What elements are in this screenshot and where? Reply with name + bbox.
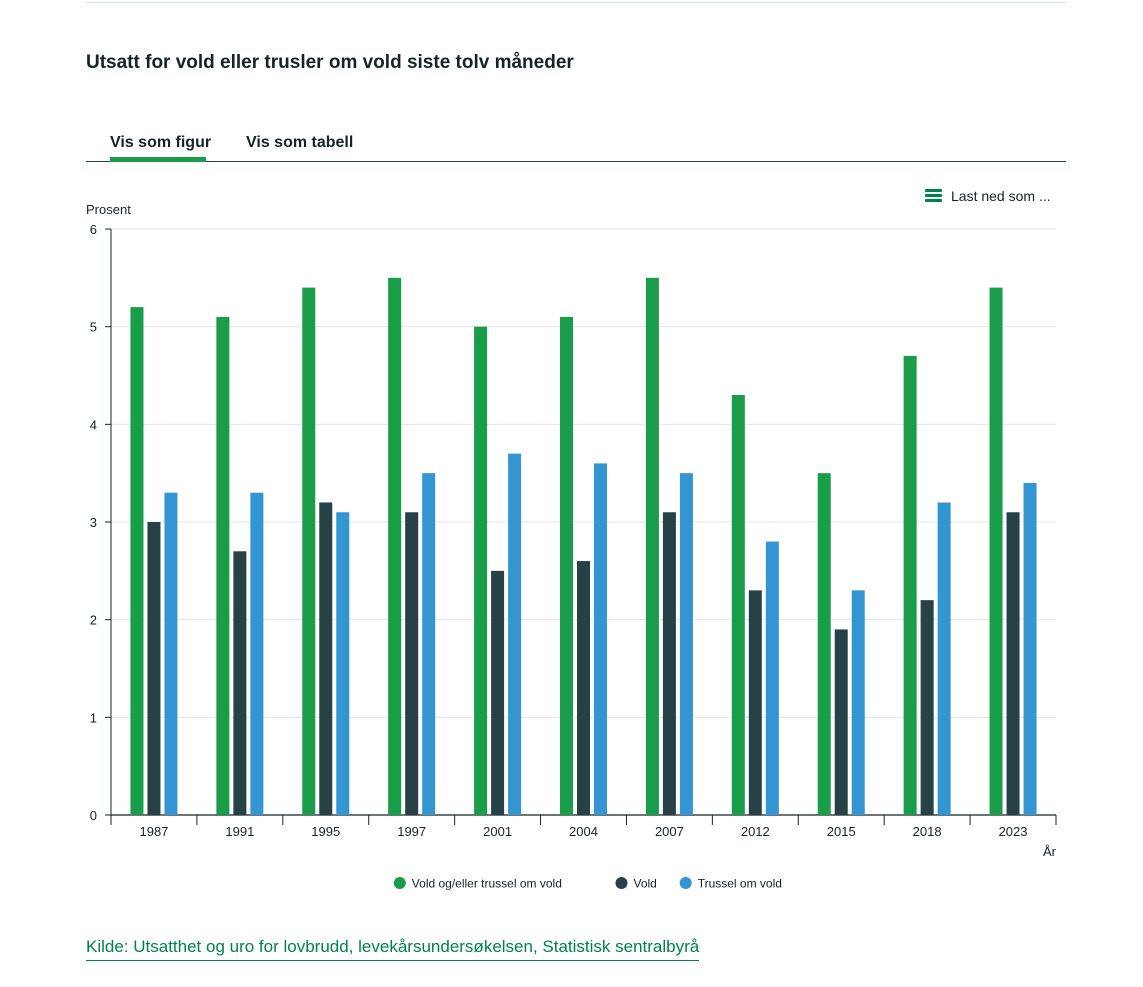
bar xyxy=(1023,482,1037,815)
bar xyxy=(164,492,178,815)
y-tick-label: 6 xyxy=(90,222,97,237)
y-tick-label: 5 xyxy=(90,320,97,335)
y-tick-label: 4 xyxy=(90,417,97,432)
x-tick-label: 2015 xyxy=(827,824,856,839)
x-tick-label: 2001 xyxy=(483,824,512,839)
y-tick-label: 2 xyxy=(90,613,97,628)
bar xyxy=(508,453,522,815)
x-tick-label: 1995 xyxy=(311,824,340,839)
x-tick-label: 2012 xyxy=(741,824,770,839)
bars xyxy=(130,277,1037,816)
bar xyxy=(388,277,402,815)
legend-marker xyxy=(679,877,692,889)
y-tick-label: 1 xyxy=(90,710,97,725)
bar xyxy=(130,307,144,815)
bar xyxy=(491,570,505,815)
bar xyxy=(903,355,917,815)
x-tick-label: 2023 xyxy=(999,824,1028,839)
tab-figure[interactable]: Vis som figur xyxy=(110,134,212,151)
bar xyxy=(731,395,745,815)
y-tick-label: 0 xyxy=(90,808,97,823)
bar xyxy=(989,287,1003,816)
source-link[interactable]: Kilde: Utsatthet og uro for lovbrudd, le… xyxy=(86,937,700,961)
bar xyxy=(920,600,934,815)
bar xyxy=(594,463,607,815)
x-tick-label: 1991 xyxy=(225,824,254,839)
x-axis: 1987 1991 1995 1997 2001 2004 2007 2012 2015 2018… xyxy=(110,814,1057,859)
x-tick-label: 2004 xyxy=(569,824,598,839)
bar xyxy=(233,551,247,815)
bar xyxy=(147,522,161,815)
active-tab-indicator xyxy=(110,157,206,162)
bar xyxy=(937,502,951,815)
legend-marker xyxy=(615,877,628,889)
chart-title: Utsatt for vold eller trusler om vold si… xyxy=(86,52,574,73)
x-tick-label: 1987 xyxy=(139,824,168,839)
bar xyxy=(302,287,316,816)
tab-table[interactable]: Vis som tabell xyxy=(246,134,354,151)
bar xyxy=(851,590,865,815)
view-tabs: Vis som figur Vis som tabell xyxy=(86,125,1066,162)
bar xyxy=(474,326,488,815)
bar xyxy=(662,512,676,815)
legend: Vold og/eller trussel om vold Vold Trussel… xyxy=(393,877,782,891)
top-divider xyxy=(86,2,1066,3)
bar xyxy=(216,316,230,815)
bar xyxy=(765,541,779,815)
bar xyxy=(748,590,762,815)
bar xyxy=(336,512,350,815)
bar xyxy=(250,492,264,815)
bar xyxy=(679,473,693,815)
bar xyxy=(319,502,333,815)
legend-label: Vold xyxy=(634,877,657,891)
bar xyxy=(560,316,573,815)
download-button[interactable]: Last ned som ... xyxy=(925,188,1051,204)
menu-icon xyxy=(925,189,942,203)
download-label: Last ned som ... xyxy=(951,188,1051,204)
x-tick-label: 2018 xyxy=(913,824,942,839)
x-axis-label: År xyxy=(1043,844,1057,859)
legend-label: Trussel om vold xyxy=(698,877,782,891)
bar xyxy=(834,629,848,815)
y-tick-label: 3 xyxy=(90,515,97,530)
bar xyxy=(645,277,659,815)
bar xyxy=(577,561,590,815)
y-axis-label: Prosent xyxy=(86,202,131,217)
y-axis: 0 1 2 3 4 5 6 Prosent xyxy=(86,202,131,823)
bar xyxy=(1006,512,1020,815)
legend-label: Vold og/eller trussel om vold xyxy=(412,877,562,891)
x-tick-label: 1997 xyxy=(397,824,426,839)
bar xyxy=(422,473,436,815)
bar xyxy=(817,473,831,815)
bar xyxy=(405,512,419,815)
legend-marker xyxy=(393,877,406,889)
x-tick-label: 2007 xyxy=(655,824,684,839)
